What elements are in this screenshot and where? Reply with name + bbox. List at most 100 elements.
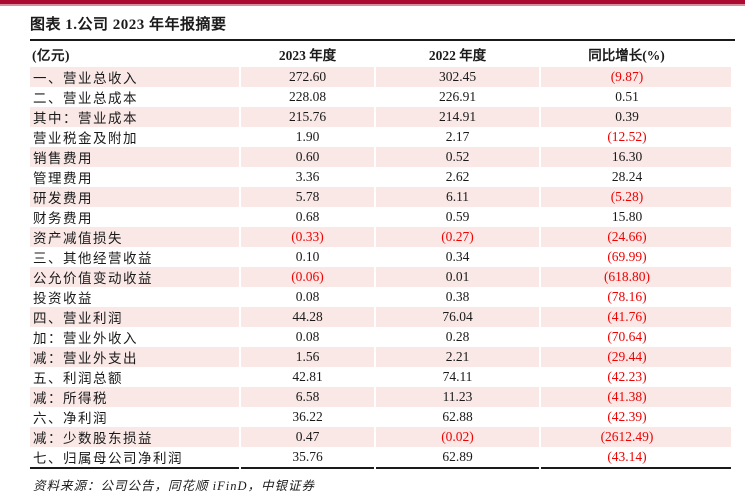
value-yoy: (2612.49) xyxy=(539,427,731,447)
header-2023: 2023 年度 xyxy=(278,48,337,63)
header-2022: 2022 年度 xyxy=(428,48,487,63)
value-2023: 228.08 xyxy=(239,87,375,107)
table-row: 财务费用 0.68 0.59 15.80 xyxy=(30,207,731,227)
header-row: (亿元) 2023 年度 2022 年度 同比增长(%) xyxy=(30,41,731,67)
table-row: 二、营业总成本 228.08 226.91 0.51 xyxy=(30,87,731,107)
page-title: 图表 1.公司 2023 年年报摘要 xyxy=(30,13,735,41)
table-row: 减：少数股东损益 0.47 (0.02) (2612.49) xyxy=(30,427,731,447)
value-2023: 0.08 xyxy=(239,327,375,347)
row-label: 三、其他经营收益 xyxy=(33,251,153,266)
value-yoy: 0.39 xyxy=(539,107,731,127)
value-2022: 2.17 xyxy=(374,127,540,147)
value-2022: 2.62 xyxy=(374,167,540,187)
value-2023: 0.60 xyxy=(239,147,375,167)
value-2022: 62.88 xyxy=(374,407,540,427)
table-row: 七、归属母公司净利润 35.76 62.89 (43.14) xyxy=(30,447,731,468)
value-yoy: (9.87) xyxy=(539,67,731,87)
value-2023: 215.76 xyxy=(239,107,375,127)
value-2022: (0.27) xyxy=(374,227,540,247)
value-2022: 0.52 xyxy=(374,147,540,167)
table-row: 加：营业外收入 0.08 0.28 (70.64) xyxy=(30,327,731,347)
value-2023: 272.60 xyxy=(239,67,375,87)
table-row: 公允价值变动收益 (0.06) 0.01 (618.80) xyxy=(30,267,731,287)
value-2023: 3.36 xyxy=(239,167,375,187)
value-2023: 1.56 xyxy=(239,347,375,367)
value-2023: 5.78 xyxy=(239,187,375,207)
row-label: 减：营业外支出 xyxy=(33,351,138,366)
value-2023: 0.47 xyxy=(239,427,375,447)
row-label: 资产减值损失 xyxy=(33,231,123,246)
value-2022: (0.02) xyxy=(374,427,540,447)
financial-table: (亿元) 2023 年度 2022 年度 同比增长(%) 一、营业总收入 272.… xyxy=(30,41,731,469)
row-label: 财务费用 xyxy=(33,211,93,226)
header-yoy: 同比增长(%) xyxy=(588,48,665,63)
row-label: 四、营业利润 xyxy=(33,311,123,326)
top-accent-bar xyxy=(0,0,745,6)
table-row: 管理费用 3.36 2.62 28.24 xyxy=(30,167,731,187)
value-2022: 2.21 xyxy=(374,347,540,367)
value-2022: 302.45 xyxy=(374,67,540,87)
table-row: 资产减值损失 (0.33) (0.27) (24.66) xyxy=(30,227,731,247)
value-2023: 36.22 xyxy=(239,407,375,427)
value-yoy: (42.39) xyxy=(539,407,731,427)
table-row: 三、其他经营收益 0.10 0.34 (69.99) xyxy=(30,247,731,267)
value-2022: 0.28 xyxy=(374,327,540,347)
value-yoy: 28.24 xyxy=(539,167,731,187)
value-yoy: (41.38) xyxy=(539,387,731,407)
row-label: 减：所得税 xyxy=(33,391,108,406)
value-yoy: (5.28) xyxy=(539,187,731,207)
row-label: 公允价值变动收益 xyxy=(33,271,153,286)
title-block: 图表 1.公司 2023 年年报摘要 xyxy=(30,6,735,41)
table-row: 四、营业利润 44.28 76.04 (41.76) xyxy=(30,307,731,327)
row-label: 一、营业总收入 xyxy=(33,71,138,86)
value-2022: 0.34 xyxy=(374,247,540,267)
value-2022: 11.23 xyxy=(374,387,540,407)
value-2022: 76.04 xyxy=(374,307,540,327)
table-body: 一、营业总收入 272.60 302.45 (9.87) 二、营业总成本 228.08 22… xyxy=(30,67,731,468)
row-label: 研发费用 xyxy=(33,191,93,206)
value-yoy: (24.66) xyxy=(539,227,731,247)
row-label: 六、净利润 xyxy=(33,411,108,426)
table-row: 一、营业总收入 272.60 302.45 (9.87) xyxy=(30,67,731,87)
value-2023: 6.58 xyxy=(239,387,375,407)
table-row: 其中：营业成本 215.76 214.91 0.39 xyxy=(30,107,731,127)
value-2022: 0.01 xyxy=(374,267,540,287)
value-yoy: 0.51 xyxy=(539,87,731,107)
value-yoy: (12.52) xyxy=(539,127,731,147)
value-yoy: (78.16) xyxy=(539,287,731,307)
row-label: 二、营业总成本 xyxy=(33,91,138,106)
row-label: 营业税金及附加 xyxy=(33,131,138,146)
table-row: 减：营业外支出 1.56 2.21 (29.44) xyxy=(30,347,731,367)
value-yoy: 16.30 xyxy=(539,147,731,167)
value-yoy: 15.80 xyxy=(539,207,731,227)
report-figure: 图表 1.公司 2023 年年报摘要 (亿元) 2023 年度 2022 年度 … xyxy=(0,6,745,492)
source-note: 资料来源：公司公告，同花顺 iFinD，中银证券 xyxy=(33,479,315,492)
value-2022: 214.91 xyxy=(374,107,540,127)
row-label: 投资收益 xyxy=(33,291,93,306)
header-unit: (亿元) xyxy=(32,48,70,63)
value-2023: 1.90 xyxy=(239,127,375,147)
row-label: 加：营业外收入 xyxy=(33,331,138,346)
row-label: 减：少数股东损益 xyxy=(33,431,153,446)
value-2022: 0.59 xyxy=(374,207,540,227)
value-yoy: (70.64) xyxy=(539,327,731,347)
table-row: 减：所得税 6.58 11.23 (41.38) xyxy=(30,387,731,407)
value-yoy: (29.44) xyxy=(539,347,731,367)
value-2022: 6.11 xyxy=(374,187,540,207)
value-2023: (0.33) xyxy=(239,227,375,247)
value-2022: 62.89 xyxy=(374,447,540,468)
table-header: (亿元) 2023 年度 2022 年度 同比增长(%) xyxy=(30,41,731,67)
row-label: 五、利润总额 xyxy=(33,371,123,386)
value-2023: 44.28 xyxy=(239,307,375,327)
row-label: 管理费用 xyxy=(33,171,93,186)
table-row: 营业税金及附加 1.90 2.17 (12.52) xyxy=(30,127,731,147)
value-2023: 35.76 xyxy=(239,447,375,468)
value-yoy: (618.80) xyxy=(539,267,731,287)
value-2023: 42.81 xyxy=(239,367,375,387)
value-yoy: (42.23) xyxy=(539,367,731,387)
value-2023: 0.10 xyxy=(239,247,375,267)
value-2022: 226.91 xyxy=(374,87,540,107)
value-yoy: (43.14) xyxy=(539,447,731,468)
value-2023: (0.06) xyxy=(239,267,375,287)
row-label: 其中：营业成本 xyxy=(33,111,138,126)
